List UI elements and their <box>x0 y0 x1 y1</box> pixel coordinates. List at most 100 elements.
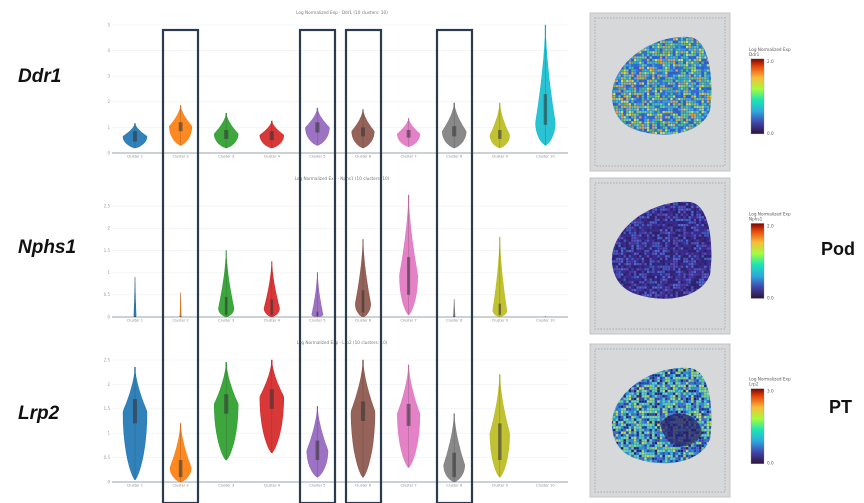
violin-cluster-8 <box>453 299 456 318</box>
legend-max-label: 2.0 <box>767 223 774 228</box>
violin-box <box>270 299 274 315</box>
x-tick-label: Cluster 2 <box>173 319 189 323</box>
violin-panel-ddr1: Log Normalized Exp · Ddr1 (10 clusters: … <box>107 10 568 159</box>
legend-title: Log Normalized Exp <box>749 211 791 216</box>
legend-title: Log Normalized Exp <box>749 47 791 52</box>
y-tick-label: 0.5 <box>104 292 111 297</box>
map-border <box>594 17 726 167</box>
cell-type-label-pt: PT <box>829 397 853 417</box>
tissue-map-nphs1 <box>589 177 731 335</box>
violin-cluster-5 <box>311 272 324 318</box>
violin-panel-nphs1: Log Normalized Exp · Nphs1 (10 clusters:… <box>104 176 568 323</box>
y-tick-label: 0 <box>107 479 110 484</box>
violin-box <box>498 423 502 461</box>
y-tick-label: 1.5 <box>104 406 111 411</box>
violin-body <box>399 194 419 316</box>
y-tick-label: 2 <box>107 99 110 104</box>
x-tick-label: Cluster 3 <box>218 484 234 488</box>
x-tick-label: Cluster 9 <box>492 319 509 323</box>
y-tick-label: 2 <box>107 226 110 231</box>
x-tick-label: Cluster 10 <box>536 484 555 488</box>
violin-cluster-7 <box>397 364 421 468</box>
x-tick-label: Cluster 10 <box>536 155 555 159</box>
violin-body <box>263 261 280 318</box>
gene-label-lrp2: Lrp2 <box>18 403 60 424</box>
violin-box <box>452 126 457 137</box>
x-tick-label: Cluster 8 <box>446 319 463 323</box>
tissue-map-lrp2 <box>589 343 731 498</box>
violin-body <box>443 413 466 483</box>
violin-cluster-2 <box>179 292 182 318</box>
gene-label-nphs1: Nphs1 <box>18 237 77 258</box>
violin-box <box>224 129 229 139</box>
x-tick-label: Cluster 7 <box>401 484 417 488</box>
violin-body <box>133 277 137 318</box>
violin-cluster-3 <box>214 113 239 149</box>
violin-cluster-8 <box>441 102 467 149</box>
violin-body <box>535 24 556 146</box>
highlight-box-cluster-6 <box>344 28 383 503</box>
violin-cluster-10 <box>544 315 547 318</box>
violin-body <box>169 423 192 483</box>
violin-cluster-9 <box>489 102 510 149</box>
violin-body <box>544 315 547 318</box>
x-tick-label: Cluster 5 <box>309 319 325 323</box>
violin-cluster-7 <box>399 194 419 316</box>
x-tick-label: Cluster 4 <box>264 319 281 323</box>
violin-box <box>315 122 320 133</box>
violin-box <box>498 303 502 315</box>
y-tick-label: 5 <box>107 22 110 27</box>
violin-body <box>218 250 235 318</box>
cell-type-label-pod: Pod <box>821 239 855 259</box>
violin-body <box>453 299 456 318</box>
x-tick-label: Cluster 3 <box>218 319 234 323</box>
y-tick-label: 1 <box>107 431 110 436</box>
legend-title: Nphs1 <box>749 216 763 221</box>
violin-box <box>543 94 548 125</box>
violin-panel-lrp2: Log Normalized Exp · Lrp2 (10 clusters: … <box>104 340 568 488</box>
violin-cluster-5 <box>306 406 329 478</box>
legend-min-label: 0.0 <box>767 461 774 466</box>
violin-box <box>315 440 320 461</box>
violin-cluster-4 <box>259 120 285 149</box>
violin-box <box>178 460 183 478</box>
panel-title: Log Normalized Exp · Lrp2 (10 clusters: … <box>297 340 388 345</box>
x-tick-label: Cluster 6 <box>355 319 372 323</box>
violin-body <box>492 236 508 318</box>
y-tick-label: 1 <box>107 270 110 275</box>
violin-box <box>498 129 502 139</box>
violin-box <box>132 131 138 142</box>
violin-cluster-4 <box>259 359 285 454</box>
x-tick-label: Cluster 6 <box>355 155 372 159</box>
x-tick-label: Cluster 5 <box>309 155 325 159</box>
violin-cluster-10 <box>535 24 556 146</box>
violin-cluster-4 <box>263 261 280 318</box>
violin-box <box>407 257 411 295</box>
violin-box <box>453 316 456 317</box>
violin-box <box>132 399 138 424</box>
y-tick-label: 2 <box>107 382 110 387</box>
legend-title: Log Normalized Exp <box>749 377 791 382</box>
violin-cluster-2 <box>169 105 193 146</box>
violin-cluster-6 <box>355 239 371 318</box>
y-tick-label: 1 <box>107 125 110 130</box>
y-tick-label: 2.5 <box>104 203 111 208</box>
violin-cluster-1 <box>133 277 137 318</box>
color-scale-bar <box>750 388 765 464</box>
violin-cluster-1 <box>122 366 148 480</box>
highlight-box-cluster-8 <box>435 28 474 503</box>
violin-box <box>316 311 319 317</box>
x-tick-label: Cluster 1 <box>127 155 143 159</box>
violin-cluster-3 <box>214 362 239 461</box>
x-tick-label: Cluster 8 <box>446 484 463 488</box>
violin-cluster-3 <box>218 250 235 318</box>
violin-cluster-6 <box>350 359 376 478</box>
y-tick-label: 0 <box>107 314 110 319</box>
legend-title: Ddr1 <box>749 52 760 57</box>
panel-title: Log Normalized Exp · Ddr1 (10 clusters: … <box>296 10 388 15</box>
violin-cluster-8 <box>443 413 466 483</box>
x-tick-label: Cluster 9 <box>492 484 509 488</box>
violin-cluster-9 <box>489 374 510 478</box>
violin-box <box>134 316 136 317</box>
violin-box <box>361 127 365 137</box>
